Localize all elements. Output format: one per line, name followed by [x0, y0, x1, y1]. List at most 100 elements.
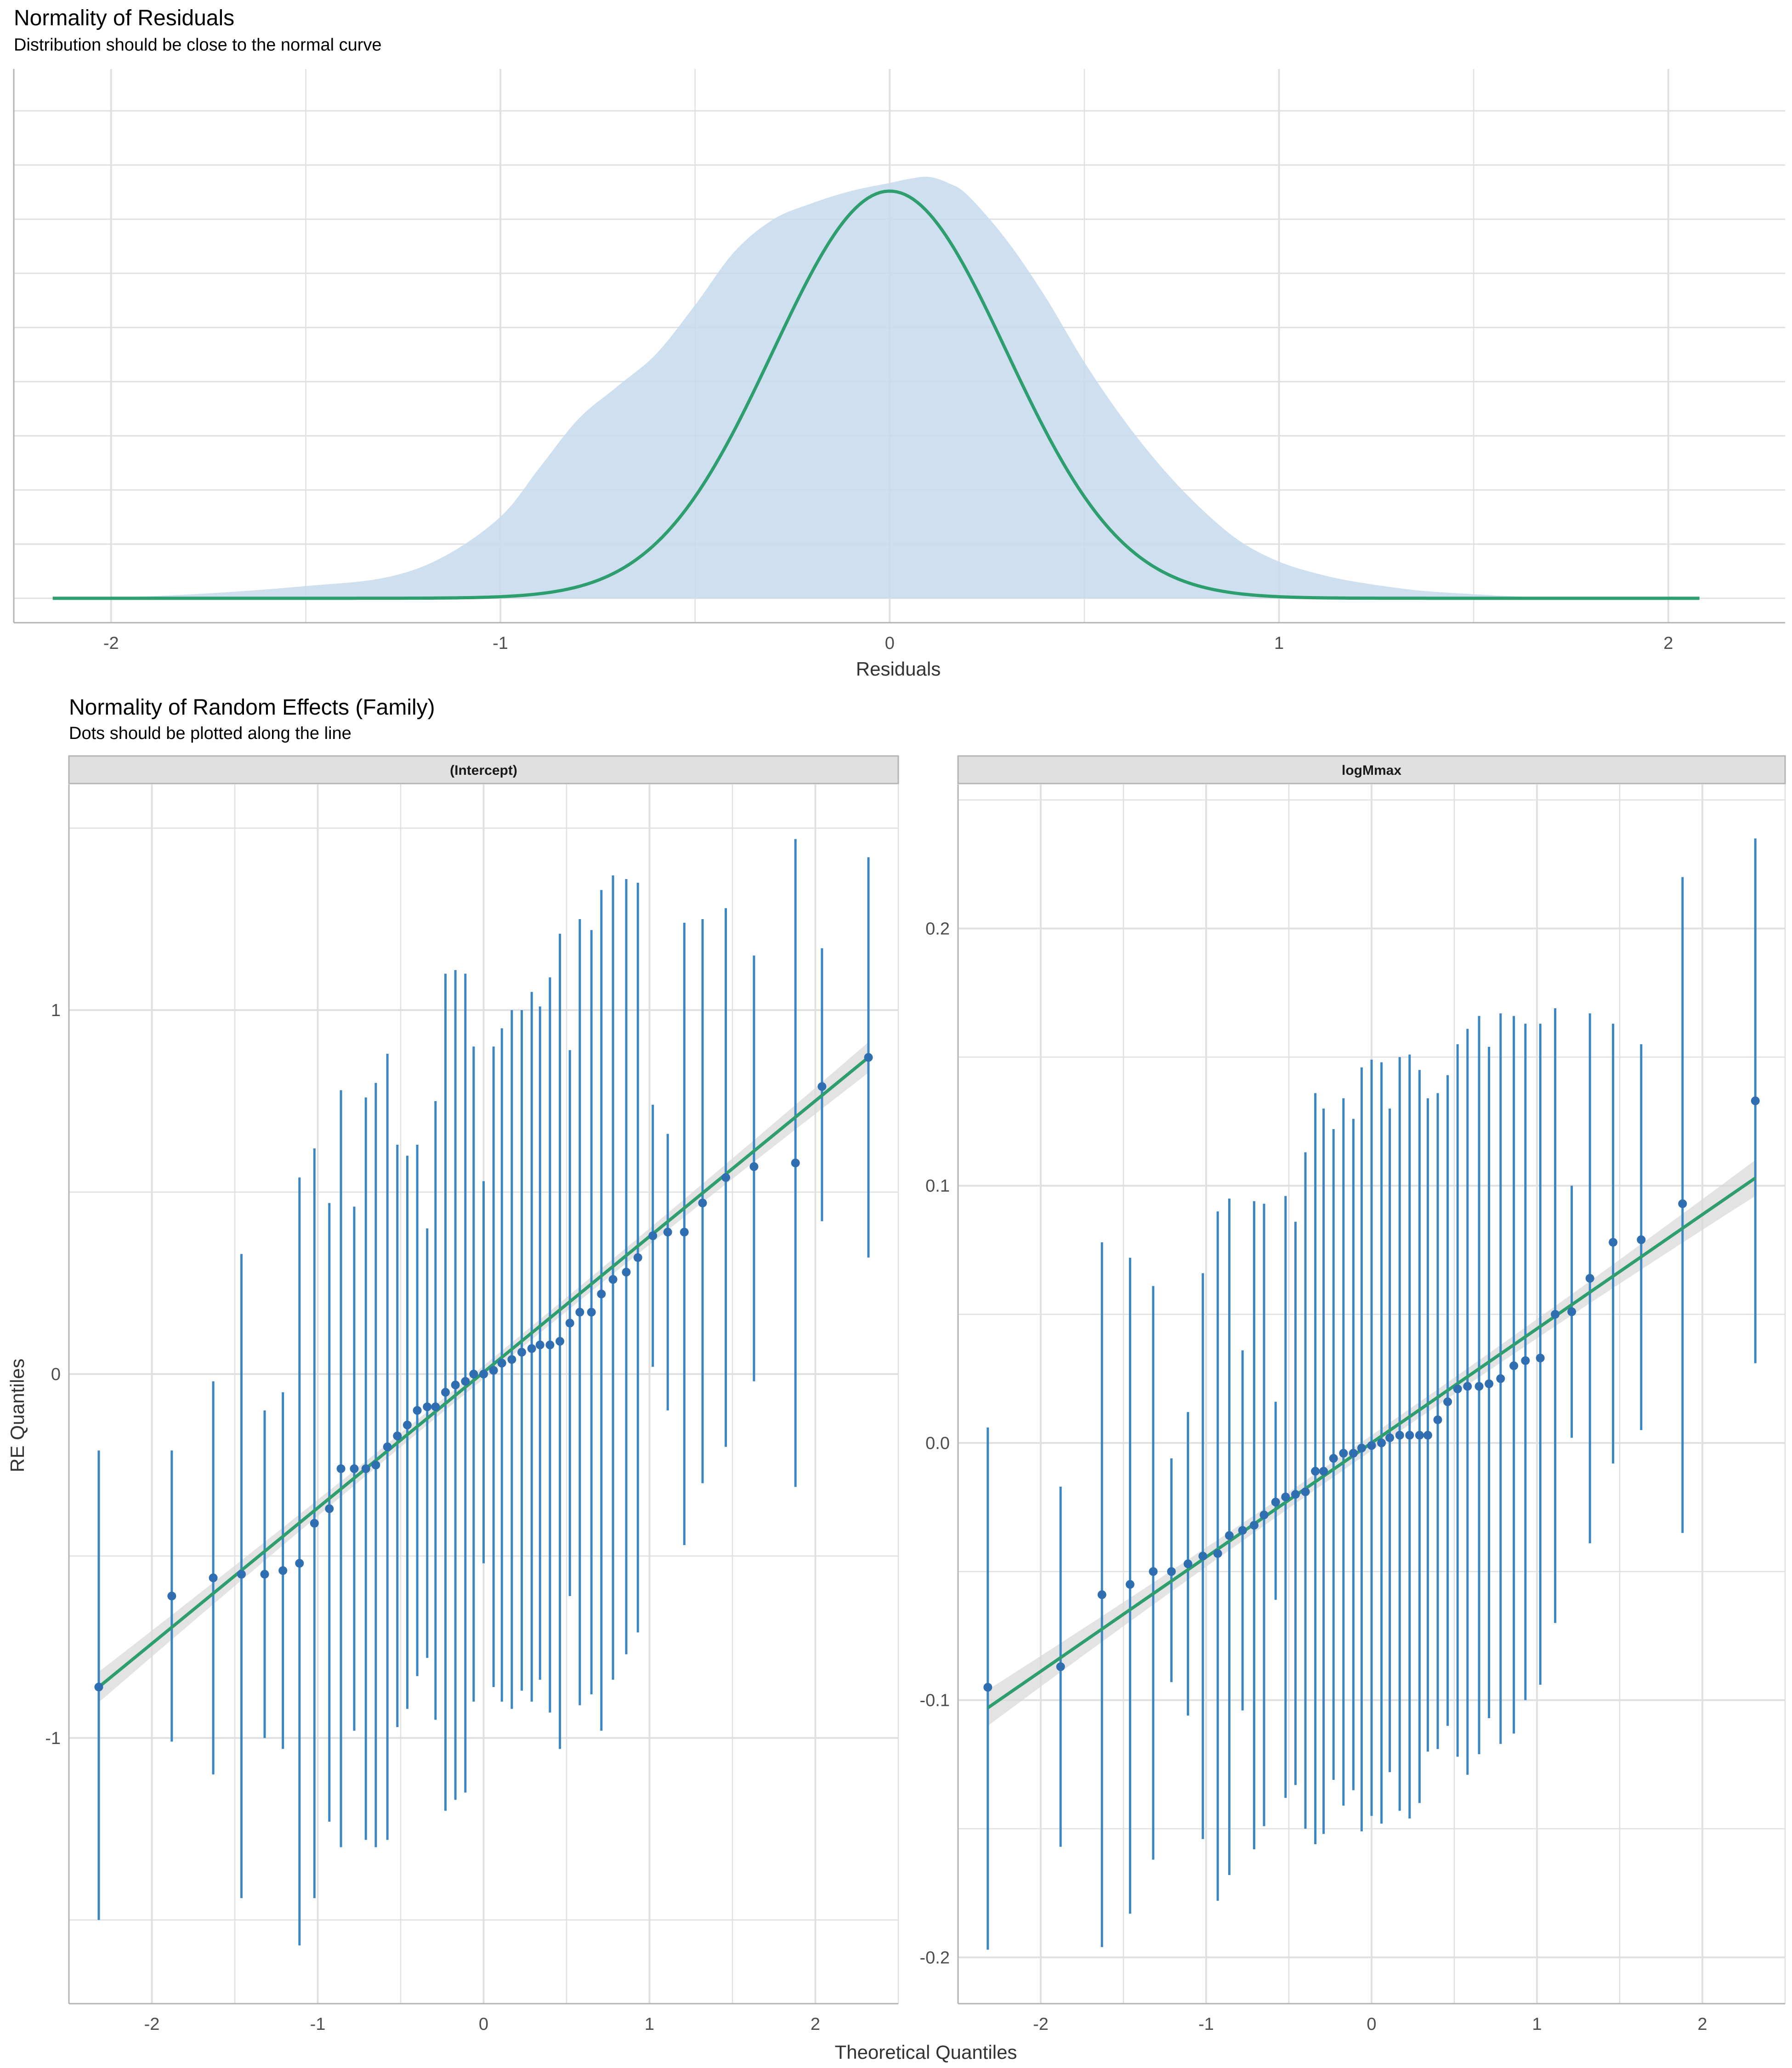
data-point	[817, 1082, 827, 1091]
y-tick-label: 0.2	[925, 919, 950, 938]
residuals-title: Normality of Residuals	[14, 6, 234, 30]
data-point	[278, 1566, 288, 1575]
x-tick-label: -1	[310, 2015, 326, 2034]
data-point	[336, 1464, 346, 1473]
data-point	[1249, 1521, 1259, 1530]
facet-strip	[957, 755, 1786, 784]
x-tick-label: 0	[479, 2015, 488, 2034]
data-point	[517, 1347, 527, 1357]
data-point	[721, 1173, 731, 1182]
y-tick-label: 1	[51, 1001, 61, 1020]
data-point	[371, 1460, 380, 1470]
data-point	[325, 1504, 334, 1513]
x-tick-label: -2	[144, 2015, 160, 2034]
data-point	[648, 1231, 658, 1240]
data-point	[1198, 1551, 1208, 1561]
data-point	[441, 1388, 450, 1397]
x-tick-label: -2	[1033, 2015, 1049, 2034]
data-point	[507, 1355, 516, 1364]
facet-logmmax: logMmax -2 -1 0 1 2 -0.2 -0.1 0.0 0.1 0.2	[920, 755, 1786, 2034]
x-tick-label: 2	[811, 2015, 820, 2034]
data-point	[545, 1341, 555, 1350]
residuals-subtitle: Distribution should be close to the norm…	[14, 35, 382, 55]
x-tick-label: 1	[1532, 2015, 1542, 2034]
data-point	[413, 1406, 422, 1415]
data-point	[1609, 1238, 1618, 1247]
data-point	[461, 1377, 470, 1386]
data-point	[393, 1432, 402, 1441]
data-point	[663, 1227, 672, 1237]
data-point	[295, 1559, 304, 1568]
data-point	[1751, 1096, 1760, 1105]
x-tick-label: -2	[103, 634, 119, 653]
data-point	[1311, 1466, 1320, 1476]
data-point	[1125, 1580, 1134, 1589]
data-point	[1367, 1441, 1376, 1450]
data-point	[565, 1318, 574, 1328]
data-point	[1385, 1433, 1395, 1443]
data-point	[1225, 1531, 1234, 1540]
facet-strip	[68, 755, 899, 784]
data-point	[1415, 1431, 1424, 1440]
data-point	[1485, 1379, 1494, 1388]
data-point	[1678, 1199, 1687, 1208]
data-point	[1637, 1235, 1646, 1244]
data-point	[1167, 1567, 1176, 1576]
data-point	[1291, 1490, 1300, 1499]
data-point	[260, 1570, 269, 1579]
data-point	[1319, 1466, 1328, 1476]
y-tick-label: -1	[45, 1729, 61, 1748]
data-point	[1433, 1415, 1442, 1424]
data-point	[1395, 1431, 1404, 1440]
x-tick-label: 0	[885, 634, 895, 653]
facet-strip-label: (Intercept)	[450, 763, 517, 778]
x-tick-label: 1	[1274, 634, 1284, 653]
data-point	[575, 1307, 584, 1317]
x-tick-label: -1	[1198, 2015, 1214, 2034]
data-point	[383, 1442, 392, 1451]
data-point	[1405, 1431, 1414, 1440]
data-point	[1453, 1384, 1462, 1393]
data-point	[633, 1253, 642, 1262]
data-point	[1238, 1526, 1247, 1535]
data-point	[1149, 1567, 1158, 1576]
data-point	[1551, 1310, 1560, 1319]
data-point	[1443, 1397, 1452, 1406]
data-point	[431, 1402, 440, 1411]
y-tick-label: 0.0	[925, 1434, 950, 1453]
data-point	[237, 1570, 246, 1579]
data-point	[597, 1290, 606, 1299]
residuals-x-tick-labels: -2 -1 0 1 2	[103, 634, 1673, 653]
data-point	[527, 1344, 536, 1353]
data-point	[350, 1464, 359, 1473]
data-point	[698, 1199, 707, 1208]
data-point	[1377, 1438, 1386, 1448]
random-effects-panel: Normality of Random Effects (Family) Dot…	[6, 695, 1786, 2063]
data-point	[1329, 1454, 1338, 1463]
data-point	[423, 1402, 432, 1411]
random-effects-subtitle: Dots should be plotted along the line	[69, 724, 352, 743]
data-point	[1521, 1356, 1530, 1365]
normal-curve-line	[52, 189, 1700, 600]
data-point	[1585, 1274, 1594, 1283]
data-point	[608, 1275, 618, 1284]
data-point	[1536, 1353, 1545, 1363]
y-tick-label: 0.1	[925, 1176, 950, 1196]
data-point	[680, 1227, 689, 1237]
data-point	[1509, 1361, 1519, 1370]
y-tick-label: 0	[51, 1365, 61, 1384]
data-point	[361, 1464, 370, 1473]
data-point	[469, 1369, 478, 1379]
data-point	[167, 1591, 176, 1601]
data-point	[983, 1683, 992, 1692]
data-point	[1496, 1374, 1505, 1383]
data-point	[791, 1159, 800, 1168]
y-tick-label: -0.1	[920, 1691, 950, 1710]
data-point	[1567, 1307, 1577, 1316]
data-point	[1281, 1492, 1290, 1501]
data-point	[1357, 1443, 1366, 1453]
random-effects-title: Normality of Random Effects (Family)	[69, 695, 435, 720]
x-tick-label: 0	[1367, 2015, 1376, 2034]
data-point	[451, 1381, 460, 1390]
